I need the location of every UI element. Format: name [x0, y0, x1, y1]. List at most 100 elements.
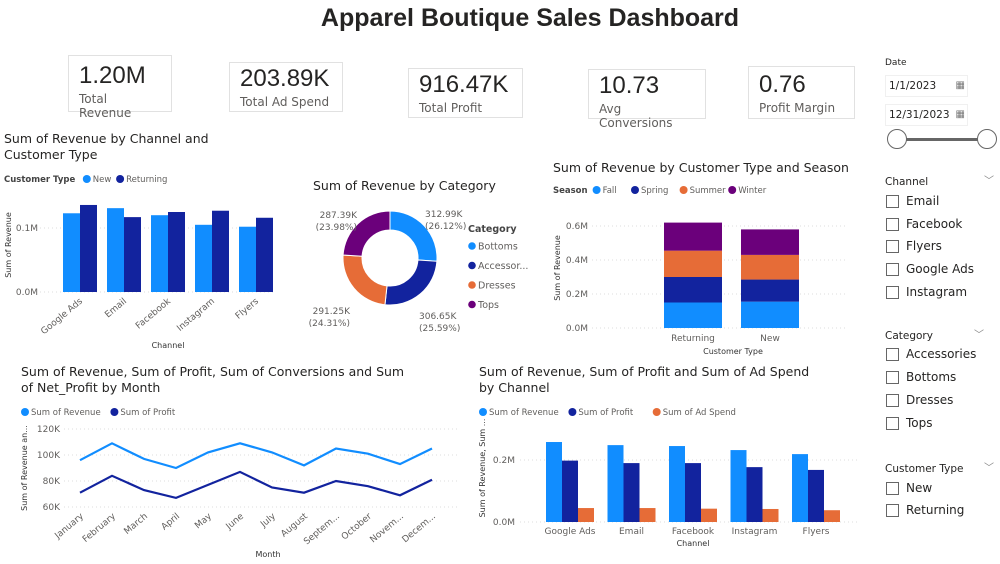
bar-sum-of-ad-spend: [762, 508, 779, 522]
bar-sum-of-ad-spend: [639, 508, 656, 522]
checkbox[interactable]: [886, 416, 899, 430]
checkbox[interactable]: [886, 347, 899, 361]
slicer-option-facebook[interactable]: Facebook: [886, 217, 962, 231]
bar-new: [63, 213, 80, 292]
y-tick-label: 0.0M: [16, 288, 38, 298]
checkbox[interactable]: [886, 503, 899, 517]
date-range-end-handle[interactable]: [977, 129, 997, 149]
kpi-label: Avg Conversions: [599, 102, 673, 130]
start-date-input[interactable]: 1/1/2023 ▦: [885, 75, 968, 97]
slicer-option-returning[interactable]: Returning: [886, 503, 964, 517]
x-tick-label: Novem...: [369, 512, 406, 546]
calendar-icon[interactable]: ▦: [955, 109, 965, 120]
legend-marker: [468, 242, 476, 250]
y-tick-label: 60K: [43, 503, 61, 513]
chart-title-revenue-by-customer-season: Sum of Revenue by Customer Type and Seas…: [553, 160, 849, 175]
line-sum-of-profit: [79, 470, 433, 500]
slicer-option-new[interactable]: New: [886, 481, 932, 495]
legend-label: Tops: [477, 300, 499, 311]
chevron-down-icon[interactable]: ﹀: [984, 176, 994, 187]
data-label: 306.65K: [419, 312, 457, 322]
legend-label: Sum of Profit: [578, 408, 633, 418]
data-label-percent: (25.59%): [419, 324, 460, 334]
slicer-option-flyers[interactable]: Flyers: [886, 239, 942, 253]
checkbox[interactable]: [886, 239, 899, 253]
legend-label: Spring: [641, 186, 668, 196]
legend-marker: [631, 186, 639, 194]
y-axis-title: Sum of Revenue: [553, 235, 562, 301]
donut-slice-accessories: [384, 259, 438, 306]
legend-label: Winter: [738, 186, 767, 196]
checkbox[interactable]: [886, 217, 899, 231]
start-date-value: 1/1/2023: [889, 80, 937, 92]
x-tick-label: Septem...: [302, 512, 342, 548]
bar-segment-spring: [741, 279, 799, 302]
checkbox[interactable]: [886, 194, 899, 208]
donut-slice-tops: [342, 210, 391, 257]
checkbox[interactable]: [886, 370, 899, 384]
legend-marker: [468, 261, 476, 270]
chevron-down-icon[interactable]: ﹀: [984, 463, 994, 474]
date-range-start-handle[interactable]: [887, 129, 907, 149]
bar-sum-of-revenue: [730, 450, 747, 522]
bar-segment-spring: [664, 277, 722, 303]
legend-label: Sum of Profit: [120, 408, 175, 418]
slicer-option-accessories[interactable]: Accessories: [886, 347, 976, 361]
x-tick-label: August: [279, 511, 310, 539]
end-date-input[interactable]: 12/31/2023 ▦: [885, 104, 968, 126]
kpi-total-ad-spend: 203.89K Total Ad Spend: [229, 62, 343, 112]
chevron-down-icon[interactable]: ﹀: [974, 330, 984, 341]
slicer-option-instagram[interactable]: Instagram: [886, 285, 967, 299]
slicer-option-google-ads[interactable]: Google Ads: [886, 262, 974, 276]
checkbox[interactable]: [886, 285, 899, 299]
legend-label: New: [93, 175, 112, 185]
legend-label: Fall: [603, 186, 617, 196]
y-tick-label: 0.0M: [566, 324, 588, 334]
x-tick-label: July: [258, 511, 278, 530]
bar-sum-of-revenue: [792, 454, 808, 522]
legend-marker: [728, 186, 737, 194]
donut-slice-dresses: [342, 254, 388, 306]
x-axis-title: Customer Type: [703, 347, 763, 356]
checkbox[interactable]: [886, 481, 899, 495]
data-label: 287.39K: [320, 211, 358, 221]
slicer-option-email[interactable]: Email: [886, 194, 939, 208]
x-tick-label: Facebook: [672, 527, 715, 537]
option-label: Facebook: [906, 217, 963, 231]
checkbox[interactable]: [886, 393, 899, 407]
option-label: Returning: [906, 503, 965, 517]
slicer-option-dresses[interactable]: Dresses: [886, 393, 953, 407]
bar-new: [107, 208, 124, 292]
data-label: 312.99K: [425, 210, 463, 220]
kpi-total-profit: 916.47K Total Profit: [408, 68, 523, 118]
calendar-icon[interactable]: ▦: [955, 80, 965, 91]
x-axis-title: Channel: [152, 341, 185, 350]
kpi-total-revenue: 1.20M Total Revenue: [68, 55, 172, 120]
legend-marker: [592, 186, 601, 194]
kpi-avg-conversions: 10.73 Avg Conversions: [588, 69, 706, 130]
bar-sum-of-revenue: [546, 442, 562, 522]
chart-title-revenue-by-category: Sum of Revenue by Category: [313, 178, 496, 193]
slicer-option-bottoms[interactable]: Bottoms: [886, 370, 956, 384]
bar-segment-summer: [664, 250, 722, 277]
y-axis-title: Sum of Revenue: [4, 212, 13, 278]
kpi-label: Profit Margin: [759, 101, 836, 115]
slicer-option-tops[interactable]: Tops: [886, 416, 933, 430]
y-tick-label: 0.0M: [493, 518, 515, 528]
x-tick-label: Decem...: [401, 512, 438, 546]
kpi-value: 10.73: [599, 72, 660, 99]
dashboard-title: Apparel Boutique Sales Dashboard: [320, 4, 740, 32]
bar-segment-fall: [741, 301, 799, 328]
x-tick-label: Facebook: [134, 296, 173, 331]
option-label: New: [906, 481, 933, 495]
kpi-value: 916.47K: [419, 71, 509, 98]
y-tick-label: 0.1M: [16, 224, 38, 234]
bar-sum-of-ad-spend: [578, 508, 594, 522]
x-tick-label: March: [122, 512, 149, 537]
kpi-profit-margin: 0.76 Profit Margin: [748, 66, 855, 119]
legend-label: Sum of Revenue: [31, 408, 101, 418]
data-label-percent: (26.12%): [425, 222, 466, 232]
y-axis-title: Sum of Revenue, Sum ...: [478, 419, 487, 518]
checkbox[interactable]: [886, 262, 899, 276]
